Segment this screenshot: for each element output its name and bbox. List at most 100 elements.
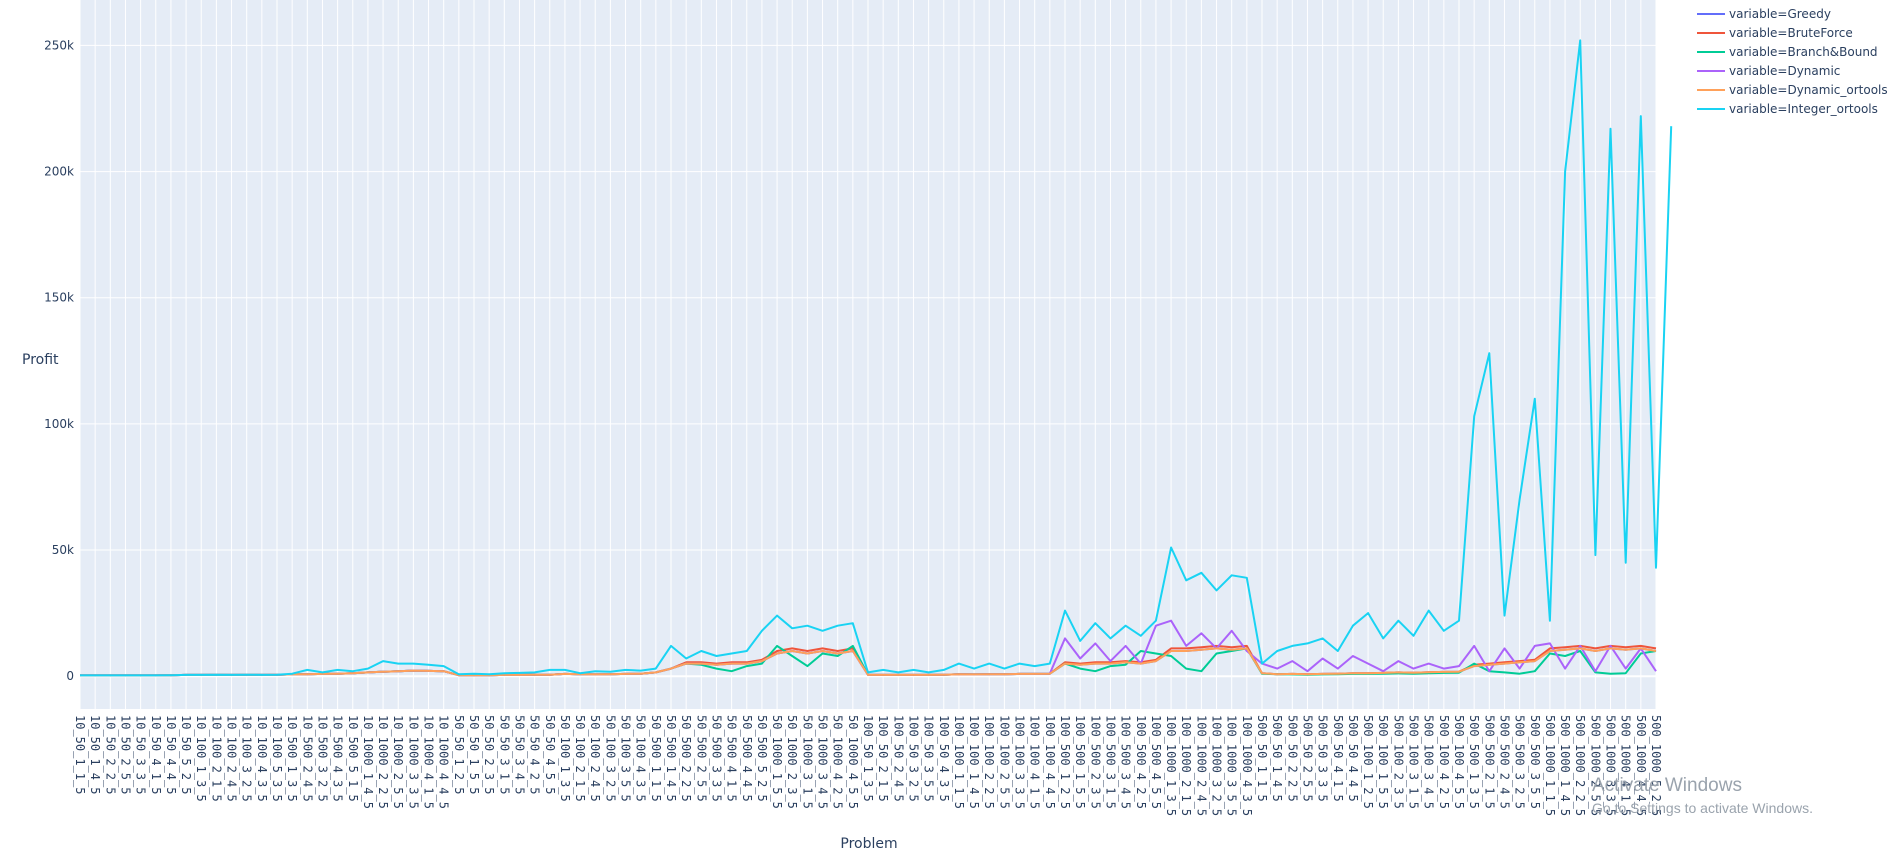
watermark-title: Activate Windows [1592, 775, 1742, 796]
x-tick-label: 500_100_1_2_5 [1361, 715, 1375, 809]
x-tick-label: 100_1000_3_2_5 [1210, 715, 1224, 816]
series-line [80, 647, 1657, 677]
x-tick-label: 10_50_4_1_5 [149, 715, 163, 794]
x-tick-label: 500_500_3_5_5 [1528, 715, 1542, 809]
x-tick-label: 10_100_1_3_5 [194, 715, 208, 802]
x-tick-label: 50_500_2_5_5 [694, 715, 708, 802]
x-tick-label: 10_100_4_3_5 [255, 715, 269, 802]
x-tick-label: 500_500_3_2_5 [1513, 715, 1527, 809]
x-tick-label: 10_50_5_2_5 [179, 715, 193, 794]
x-tick-label: 100_50_1_3_5 [861, 715, 875, 802]
x-tick-label: 50_100_1_3_5 [558, 715, 572, 802]
x-tick-label: 500_50_4_1_5 [1331, 715, 1345, 802]
x-tick-label: 100_500_1_5_5 [1073, 715, 1087, 809]
x-tick-label: 500_100_3_4_5 [1422, 715, 1436, 809]
x-tick-label: 100_1000_4_3_5 [1240, 715, 1254, 816]
x-tick-label: 100_1000_2_1_5 [1179, 715, 1193, 816]
x-tick-label: 50_100_2_4_5 [588, 715, 602, 802]
x-tick-label: 50_500_4_1_5 [725, 715, 739, 802]
x-tick-label: 10_50_2_2_5 [103, 715, 117, 794]
x-tick-label: 10_50_4_4_5 [164, 715, 178, 794]
x-tick-label: 100_100_1_4_5 [967, 715, 981, 809]
x-tick-label: 10_1000_2_5_5 [391, 715, 405, 809]
grid-lines [79, 0, 1657, 709]
x-tick-label: 100_500_1_2_5 [1058, 715, 1072, 809]
x-tick-label: 50_500_4_4_5 [740, 715, 754, 802]
x-tick-label: 500_50_3_3_5 [1316, 715, 1330, 802]
x-tick-label: 10_100_2_4_5 [225, 715, 239, 802]
x-tick-label: 50_500_2_2_5 [679, 715, 693, 802]
x-tick-label: 100_500_4_2_5 [1134, 715, 1148, 809]
x-tick-label: 50_500_3_3_5 [709, 715, 723, 802]
y-tick-label: 0 [66, 669, 74, 683]
legend[interactable]: variable=Greedy variable=BruteForce variab… [1697, 7, 1888, 116]
x-tick-label: 50_1000_4_5_5 [846, 715, 860, 809]
x-tick-label: 50_100_4_3_5 [634, 715, 648, 802]
legend-item-label[interactable]: variable=Greedy [1729, 7, 1831, 21]
x-tick-label: 10_100_2_1_5 [209, 715, 223, 802]
x-tick-label: 10_1000_3_3_5 [406, 715, 420, 809]
x-tick-label: 100_50_2_1_5 [876, 715, 890, 802]
x-tick-label: 500_500_1_3_5 [1467, 715, 1481, 809]
x-tick-label: 50_500_5_2_5 [755, 715, 769, 802]
x-tick-label: 500_500_2_4_5 [1497, 715, 1511, 809]
legend-item-label[interactable]: variable=Branch&Bound [1729, 45, 1878, 59]
x-tick-label: 10_50_1_1_5 [73, 715, 87, 794]
x-tick-label: 100_1000_2_4_5 [1194, 715, 1208, 816]
x-tick-label: 500_1000_2_5_5 [1588, 715, 1602, 816]
x-tick-label: 50_50_3_1_5 [497, 715, 511, 794]
x-tick-label: 100_100_2_2_5 [982, 715, 996, 809]
x-tick-label: 10_500_1_3_5 [285, 715, 299, 802]
x-tick-label: 500_100_1_5_5 [1376, 715, 1390, 809]
x-tick-label: 10_1000_4_4_5 [437, 715, 451, 809]
x-tick-label: 10_50_1_4_5 [88, 715, 102, 794]
x-tick-label: 100_100_4_4_5 [1043, 715, 1057, 809]
x-tick-label: 100_100_2_5_5 [997, 715, 1011, 809]
x-tick-label: 50_50_1_2_5 [452, 715, 466, 794]
x-tick-label: 100_100_1_1_5 [952, 715, 966, 809]
x-tick-label: 500_100_4_2_5 [1437, 715, 1451, 809]
x-tick-label: 500_1000_4_4_5 [1634, 715, 1648, 816]
legend-item-label[interactable]: variable=Integer_ortools [1729, 102, 1878, 116]
x-tick-label: 50_1000_3_4_5 [816, 715, 830, 809]
x-tick-label: 100_500_3_1_5 [1103, 715, 1117, 809]
activate-windows-watermark: Activate Windows Go to Settings to activ… [1592, 775, 1813, 816]
x-tick-label: 50_50_3_4_5 [512, 715, 526, 794]
legend-item-label[interactable]: variable=Dynamic_ortools [1729, 83, 1888, 97]
x-tick-label: 500_50_2_5_5 [1300, 715, 1314, 802]
legend-item-label[interactable]: variable=Dynamic [1729, 64, 1840, 78]
y-tick-label: 100k [44, 417, 74, 431]
x-tick-label: 100_500_2_3_5 [1088, 715, 1102, 809]
x-tick-label: 10_500_2_4_5 [300, 715, 314, 802]
legend-item-label[interactable]: variable=BruteForce [1729, 26, 1853, 40]
x-tick-label: 500_50_4_4_5 [1346, 715, 1360, 802]
x-tick-label: 500_1000_3_3_5 [1604, 715, 1618, 816]
x-tick-label: 100_100_4_1_5 [1028, 715, 1042, 809]
x-tick-label: 100_50_3_2_5 [906, 715, 920, 802]
series-lines [80, 39, 1673, 677]
x-tick-label: 100_100_3_3_5 [1013, 715, 1027, 809]
y-tick-label: 150k [44, 291, 74, 305]
series-line [80, 39, 1673, 677]
x-tick-label: 10_1000_4_1_5 [422, 715, 436, 809]
x-tick-label: 10_1000_2_2_5 [376, 715, 390, 809]
x-tick-label: 50_1000_2_3_5 [785, 715, 799, 809]
x-tick-label: 500_100_4_5_5 [1452, 715, 1466, 809]
x-tick-label: 10_100_3_2_5 [240, 715, 254, 802]
x-tick-label: 100_1000_1_3_5 [1164, 715, 1178, 816]
y-axis-title: Profit [22, 352, 59, 368]
x-tick-label: 10_500_5_1_5 [346, 715, 360, 802]
x-tick-label: 10_1000_1_4_5 [361, 715, 375, 809]
x-tick-label: 500_50_1_1_5 [1255, 715, 1269, 802]
x-tick-label: 100_50_2_4_5 [891, 715, 905, 802]
x-tick-label: 10_50_2_5_5 [118, 715, 132, 794]
x-tick-label: 500_1000_1_4_5 [1558, 715, 1572, 816]
x-tick-label: 500_50_2_2_5 [1285, 715, 1299, 802]
y-tick-label: 200k [44, 165, 74, 179]
x-axis-title: Problem [840, 836, 897, 852]
y-axis-ticks: 0 50k 100k 150k 200k 250k [44, 38, 74, 683]
x-tick-label: 50_100_3_5_5 [619, 715, 633, 802]
watermark-subtitle: Go to Settings to activate Windows. [1592, 800, 1813, 816]
x-tick-label: 50_500_1_1_5 [649, 715, 663, 802]
